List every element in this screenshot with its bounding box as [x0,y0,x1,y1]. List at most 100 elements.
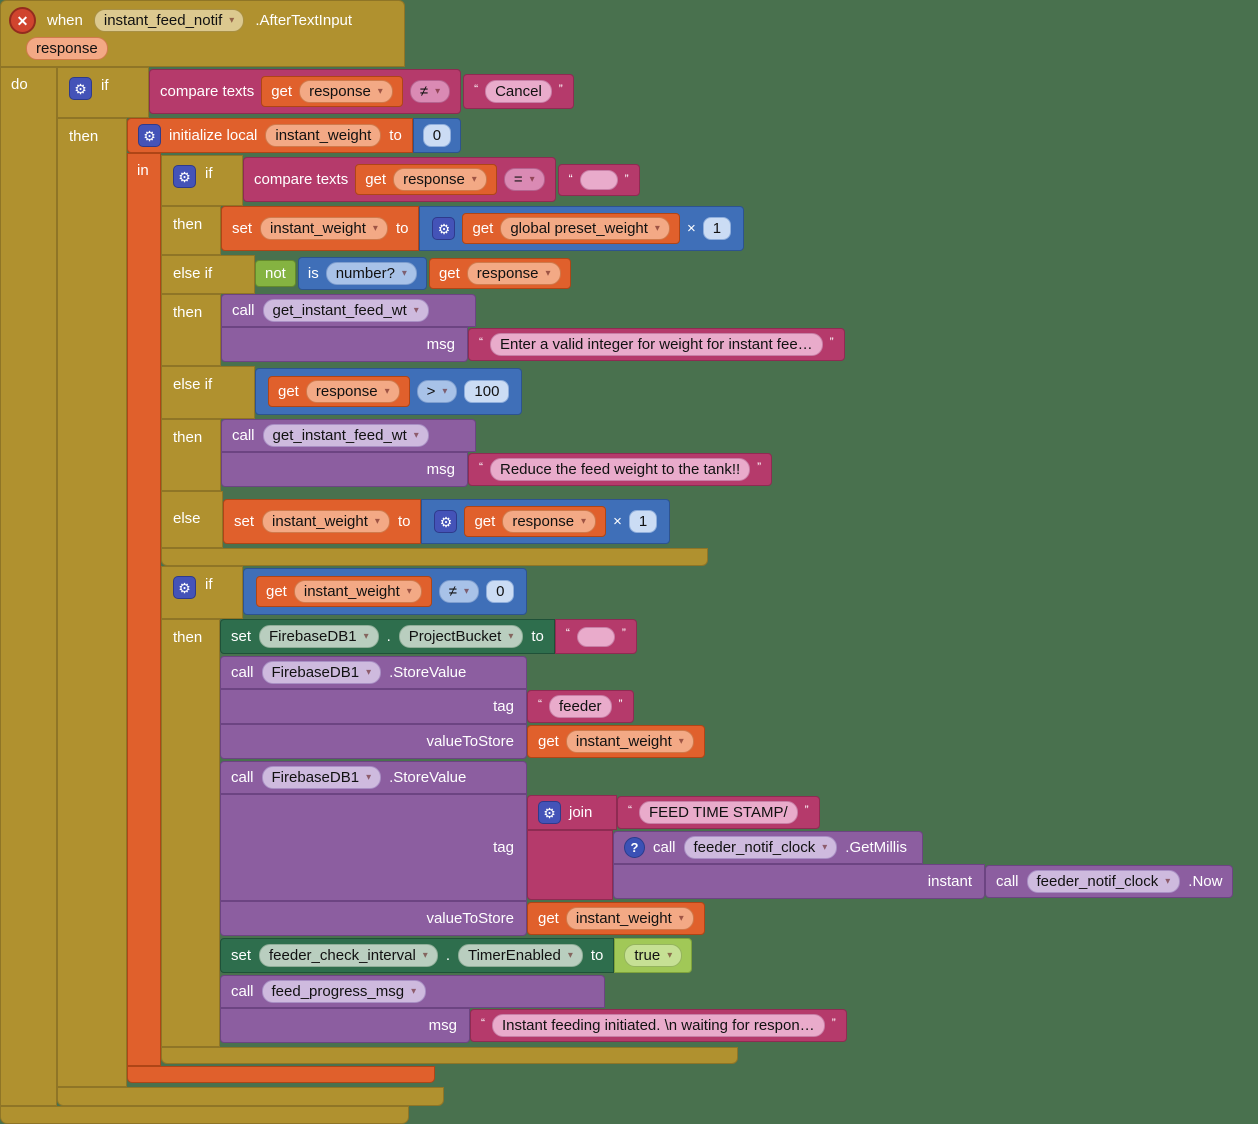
component-dropdown[interactable]: feeder_check_interval [259,944,438,967]
op-dropdown[interactable]: ≠ [438,580,480,603]
var-dropdown[interactable]: response [305,380,400,403]
get-weight-block[interactable]: get instant_weight [527,725,705,758]
event-param-response[interactable]: response [26,37,108,60]
get-global-block[interactable]: get global preset_weight [462,213,680,244]
string-value[interactable]: FEED TIME STAMP/ [639,801,798,824]
if-block-inner[interactable]: ⚙ if compare texts [161,155,845,566]
multiply-block[interactable]: ⚙ get global preset_weight × [419,206,745,251]
init-local-head[interactable]: ⚙ initialize local instant_weight to [127,118,413,153]
get-response-block[interactable]: get response [268,376,410,407]
set-variable-block[interactable]: set instant_weight to ⚙ [223,499,671,544]
if3-head[interactable]: ⚙ if [161,566,243,619]
string-block[interactable]: “ FEED TIME STAMP/ ” [617,796,820,829]
get-response-block[interactable]: get response [261,76,403,107]
var-dropdown[interactable]: global preset_weight [500,217,670,240]
mutator-gear-icon[interactable]: ⚙ [173,165,196,188]
property-dropdown[interactable]: ProjectBucket [398,625,524,648]
call-procedure-block[interactable]: call get_instant_feed_wt msg [221,419,773,487]
if1-head[interactable]: ⚙ if [57,67,149,118]
if-block-weight-check[interactable]: ⚙ if get instant_weigh [161,566,1234,1064]
getmillis-block[interactable]: ? call feeder_notif_clock .GetMillis [613,831,1234,899]
storevalue-block-2[interactable]: call FirebaseDB1 .StoreValue [220,761,1234,936]
empty-string-value[interactable] [576,626,615,647]
set-projectbucket-block[interactable]: set FirebaseDB1 . ProjectBucket to [220,619,637,654]
number-value[interactable]: 0 [486,580,515,603]
compare-texts-block[interactable]: compare texts get response ≠ [149,69,462,114]
help-icon[interactable]: ? [624,837,645,858]
set-timerenabled-block[interactable]: set feeder_check_interval . TimerEnabled… [220,938,693,973]
string-block[interactable]: “ Cancel ” [463,74,574,109]
when-header[interactable]: ✕ when instant_feed_notif .AfterTextInpu… [0,0,405,67]
component-dropdown[interactable]: feeder_notif_clock [1026,870,1181,893]
event-component-dropdown[interactable]: instant_feed_notif [93,9,245,32]
call-procedure-block[interactable]: call get_instant_feed_wt msg [221,294,845,362]
mutator-gear-icon[interactable]: ⚙ [69,77,92,100]
is-number-block[interactable]: is number? [297,257,427,290]
empty-string-block[interactable]: “ ” [557,163,640,196]
string-block[interactable]: “ feeder ” [527,690,634,723]
procedure-dropdown[interactable]: feed_progress_msg [261,980,427,1003]
storevalue-block-1[interactable]: call FirebaseDB1 .StoreValue [220,656,705,759]
clock-now-block[interactable]: call feeder_notif_clock .Now [985,865,1234,898]
true-block[interactable]: true [614,938,693,973]
compare-texts-block[interactable]: compare texts get response = [243,157,556,202]
var-dropdown[interactable]: instant_weight [260,217,388,240]
var-dropdown[interactable]: instant_weight [565,730,694,753]
not-equal-block[interactable]: get instant_weight ≠ 0 [243,568,528,615]
boolean-dropdown[interactable]: true [624,944,683,967]
op-dropdown[interactable]: = [503,168,545,191]
empty-string-value[interactable] [579,169,618,190]
string-value[interactable]: Enter a valid integer for weight for ins… [490,333,823,356]
var-dropdown[interactable]: response [466,262,561,285]
var-dropdown[interactable]: response [393,168,487,191]
get-weight-block[interactable]: get instant_weight [527,902,705,935]
get-response-block[interactable]: get response [355,164,497,195]
if1-condition[interactable]: compare texts get response ≠ “ Cancel [149,69,574,114]
if2-condition[interactable]: compare texts get response = [243,157,640,202]
op-dropdown[interactable]: ≠ [409,80,451,103]
mutator-gear-icon[interactable]: ⚙ [432,217,456,240]
join-block[interactable]: ⚙ join “ [527,795,1234,900]
var-dropdown[interactable]: instant_weight [293,580,422,603]
if-block-outer[interactable]: ⚙ if compare texts get response ≠ [57,67,1234,1106]
number-value[interactable]: 1 [702,217,732,240]
not-isnumber-condition[interactable]: not is number? [255,257,571,290]
component-dropdown[interactable]: feeder_notif_clock [683,836,838,859]
var-dropdown[interactable]: instant_weight [565,907,694,930]
op-dropdown[interactable]: > [416,380,458,403]
procedure-dropdown[interactable]: get_instant_feed_wt [262,299,429,322]
get-response-block[interactable]: get response [428,258,571,289]
var-dropdown[interactable]: response [299,80,393,103]
set-variable-block[interactable]: set instant_weight to ⚙ [221,206,745,251]
string-value[interactable]: Instant feeding initiated. \n waiting fo… [492,1014,825,1037]
empty-string-block[interactable]: “ ” [554,619,637,654]
local-var-name[interactable]: instant_weight [265,124,382,147]
isnumber-dropdown[interactable]: number? [325,262,417,285]
component-dropdown[interactable]: FirebaseDB1 [259,625,379,648]
mutator-gear-icon[interactable]: ⚙ [434,510,458,533]
var-dropdown[interactable]: response [502,510,597,533]
mutator-gear-icon[interactable]: ⚙ [173,576,196,599]
number-value[interactable]: 0 [422,124,452,147]
number-block[interactable]: 0 [412,118,462,153]
error-icon[interactable]: ✕ [9,7,36,34]
mutator-gear-icon[interactable]: ⚙ [538,801,561,824]
get-weight-block[interactable]: get instant_weight [256,576,432,607]
procedure-dropdown[interactable]: get_instant_feed_wt [262,424,429,447]
string-value[interactable]: feeder [549,695,612,718]
var-dropdown[interactable]: instant_weight [262,510,390,533]
feed-progress-msg-block[interactable]: call feed_progress_msg msg [220,975,847,1043]
get-response-block[interactable]: get response [464,506,607,537]
component-dropdown[interactable]: FirebaseDB1 [261,766,382,789]
initialize-local-block[interactable]: ⚙ initialize local instant_weight to 0 [127,118,1234,1083]
string-block[interactable]: “ Instant feeding initiated. \n waiting … [470,1009,847,1042]
string-block[interactable]: “ Reduce the feed weight to the tank!! ” [468,453,773,486]
string-value[interactable]: Cancel [485,80,552,103]
if2-head[interactable]: ⚙ if [161,155,243,206]
string-block[interactable]: “ Enter a valid integer for weight for i… [468,328,845,361]
not-block[interactable]: not [255,260,296,287]
number-value[interactable]: 1 [628,510,658,533]
string-value[interactable]: Reduce the feed weight to the tank!! [490,458,751,481]
greater-than-block[interactable]: get response > 100 [255,368,523,415]
